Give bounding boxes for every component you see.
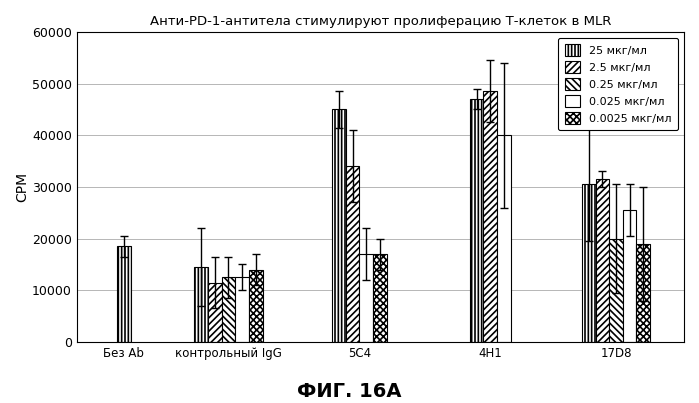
- Bar: [332, 110, 346, 342]
- Bar: [359, 254, 373, 342]
- Bar: [623, 210, 636, 342]
- Bar: [249, 270, 263, 342]
- Bar: [222, 277, 236, 342]
- Bar: [346, 166, 359, 342]
- Bar: [497, 135, 511, 342]
- Bar: [470, 99, 484, 342]
- Y-axis label: СРМ: СРМ: [15, 172, 29, 202]
- Legend: 25 мкг/мл, 2.5 мкг/мл, 0.25 мкг/мл, 0.025 мкг/мл, 0.0025 мкг/мл: 25 мкг/мл, 2.5 мкг/мл, 0.25 мкг/мл, 0.02…: [559, 37, 679, 130]
- Bar: [636, 244, 650, 342]
- Bar: [484, 91, 497, 342]
- Text: ФИГ. 16A: ФИГ. 16A: [297, 382, 402, 401]
- Bar: [194, 267, 208, 342]
- Bar: [582, 184, 596, 342]
- Bar: [236, 277, 249, 342]
- Bar: [208, 283, 222, 342]
- Bar: [117, 246, 131, 342]
- Title: Анти-PD-1-антитела стимулируют пролиферацию Т-клеток в MLR: Анти-PD-1-антитела стимулируют пролифера…: [150, 15, 611, 28]
- Bar: [596, 179, 609, 342]
- Bar: [373, 254, 387, 342]
- Bar: [609, 239, 623, 342]
